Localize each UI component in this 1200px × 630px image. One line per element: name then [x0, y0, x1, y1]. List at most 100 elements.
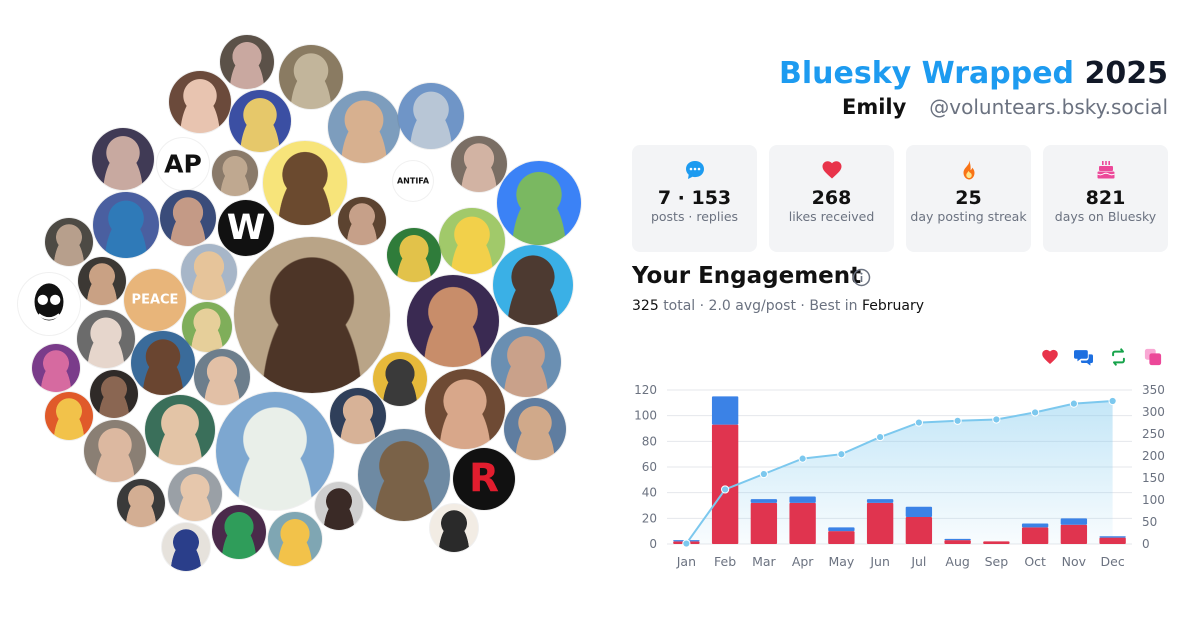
avatar[interactable]: AP [157, 138, 209, 190]
avatar[interactable] [373, 352, 427, 406]
y-tick-label-right: 50 [1142, 515, 1157, 529]
avatar[interactable] [439, 208, 505, 274]
avatar[interactable] [45, 392, 93, 440]
fire-icon [906, 159, 1031, 181]
engagement-title: Your Engagement [632, 263, 862, 289]
avatar[interactable] [131, 331, 195, 395]
bar-segment [789, 496, 816, 503]
avatar[interactable] [93, 192, 159, 258]
stat-label: day posting streak [910, 209, 1027, 224]
avatar[interactable] [216, 392, 334, 510]
avatar[interactable] [358, 429, 450, 521]
y-tick-label-left: 40 [642, 486, 657, 500]
avatar[interactable] [194, 349, 250, 405]
avatar[interactable] [279, 45, 343, 109]
avatar[interactable] [182, 302, 232, 352]
avatar[interactable] [234, 237, 390, 393]
stat-label: likes received [788, 209, 875, 224]
avatar[interactable] [162, 523, 210, 571]
avatar[interactable] [77, 310, 135, 368]
avatar[interactable] [493, 245, 573, 325]
bar-segment [711, 396, 739, 425]
avatar[interactable] [338, 197, 386, 245]
y-tick-label-right: 200 [1142, 449, 1165, 463]
bar-segment [866, 499, 894, 503]
bar-segment [944, 540, 971, 544]
y-tick-label-left: 120 [634, 383, 657, 397]
bar-segment [1021, 527, 1049, 544]
avatar[interactable]: R [453, 448, 515, 510]
avatar[interactable] [315, 482, 363, 530]
avatar[interactable] [32, 344, 80, 392]
avatar[interactable] [407, 275, 499, 367]
legend-heart-icon[interactable] [1041, 348, 1059, 371]
avatar[interactable] [430, 504, 478, 552]
user-handle: @voluntears.bsky.social [929, 95, 1168, 119]
line-point [953, 416, 962, 425]
cumulative-area [686, 401, 1113, 544]
avatar[interactable] [18, 273, 80, 335]
avatar[interactable] [169, 71, 231, 133]
avatar[interactable] [84, 420, 146, 482]
avatar[interactable] [220, 35, 274, 89]
legend-repost-icon[interactable] [1109, 348, 1128, 371]
speech-bubble-icon [632, 159, 757, 181]
avatar[interactable]: PEACE [124, 269, 186, 331]
avatar[interactable] [181, 244, 237, 300]
avatar[interactable] [504, 398, 566, 460]
avatar[interactable] [90, 370, 138, 418]
bar-segment [750, 499, 778, 503]
y-tick-label-left: 20 [642, 511, 657, 525]
engagement-summary-text: total · 2.0 avg/post · Best in [663, 298, 858, 314]
x-tick-label: Sep [985, 554, 1009, 569]
avatar[interactable] [212, 150, 258, 196]
avatar[interactable] [330, 388, 386, 444]
info-icon[interactable] [852, 268, 871, 292]
avatar-initials: ANTIFA [396, 176, 430, 186]
avatar[interactable] [117, 479, 165, 527]
stat-label: days on Bluesky [1054, 209, 1157, 224]
avatar[interactable]: ANTIFA [393, 161, 433, 201]
line-point [682, 539, 691, 548]
bar-segment [828, 527, 855, 532]
avatar[interactable] [491, 327, 561, 397]
avatar[interactable] [160, 190, 216, 246]
avatar[interactable] [497, 161, 581, 245]
avatar[interactable]: W [218, 200, 274, 256]
heart-icon [769, 159, 894, 181]
legend-reply-icon[interactable] [1074, 348, 1093, 371]
avatar[interactable] [425, 369, 505, 449]
avatar[interactable] [92, 128, 154, 190]
stat-value: 268 [811, 187, 852, 209]
avatar[interactable] [268, 512, 322, 566]
avatar[interactable] [145, 395, 215, 465]
x-tick-label: Jul [910, 554, 926, 569]
avatar[interactable] [451, 136, 507, 192]
cake-icon [1043, 159, 1168, 181]
avatar[interactable] [168, 467, 222, 521]
avatar[interactable] [263, 141, 347, 225]
bar-segment [1099, 536, 1126, 538]
page-title: Bluesky Wrapped 2025 [779, 56, 1168, 91]
bar-segment [750, 502, 778, 544]
bar-segment [866, 502, 894, 544]
y-tick-label-left: 0 [649, 537, 657, 551]
x-tick-label: Jan [676, 554, 696, 569]
engagement-best-month: February [862, 298, 925, 314]
stat-value: 25 [955, 187, 982, 209]
x-tick-label: Mar [752, 554, 776, 569]
avatar[interactable] [398, 83, 464, 149]
x-tick-label: May [828, 554, 854, 569]
avatar[interactable] [387, 228, 441, 282]
avatar[interactable] [78, 257, 126, 305]
avatar[interactable] [212, 505, 266, 559]
avatar[interactable] [45, 218, 93, 266]
legend-quote-icon[interactable] [1144, 348, 1162, 371]
stat-card-days: 821 days on Bluesky [1043, 145, 1168, 252]
bar-segment [828, 531, 855, 544]
bar-segment [1060, 518, 1088, 525]
bar-segment [789, 502, 816, 544]
avatar-initials: AP [164, 149, 202, 179]
avatar[interactable] [229, 90, 291, 152]
avatar[interactable] [328, 91, 400, 163]
